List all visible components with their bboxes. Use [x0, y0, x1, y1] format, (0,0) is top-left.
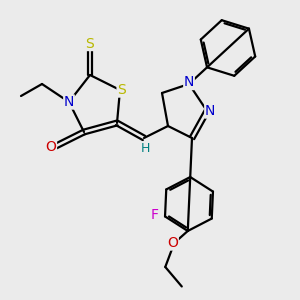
Text: F: F	[151, 208, 158, 222]
Text: N: N	[205, 104, 215, 118]
Text: N: N	[184, 76, 194, 89]
Text: H: H	[141, 142, 150, 155]
Text: O: O	[46, 140, 56, 154]
Text: S: S	[117, 83, 126, 97]
Text: O: O	[167, 236, 178, 250]
Text: S: S	[85, 37, 94, 50]
Text: N: N	[64, 95, 74, 109]
